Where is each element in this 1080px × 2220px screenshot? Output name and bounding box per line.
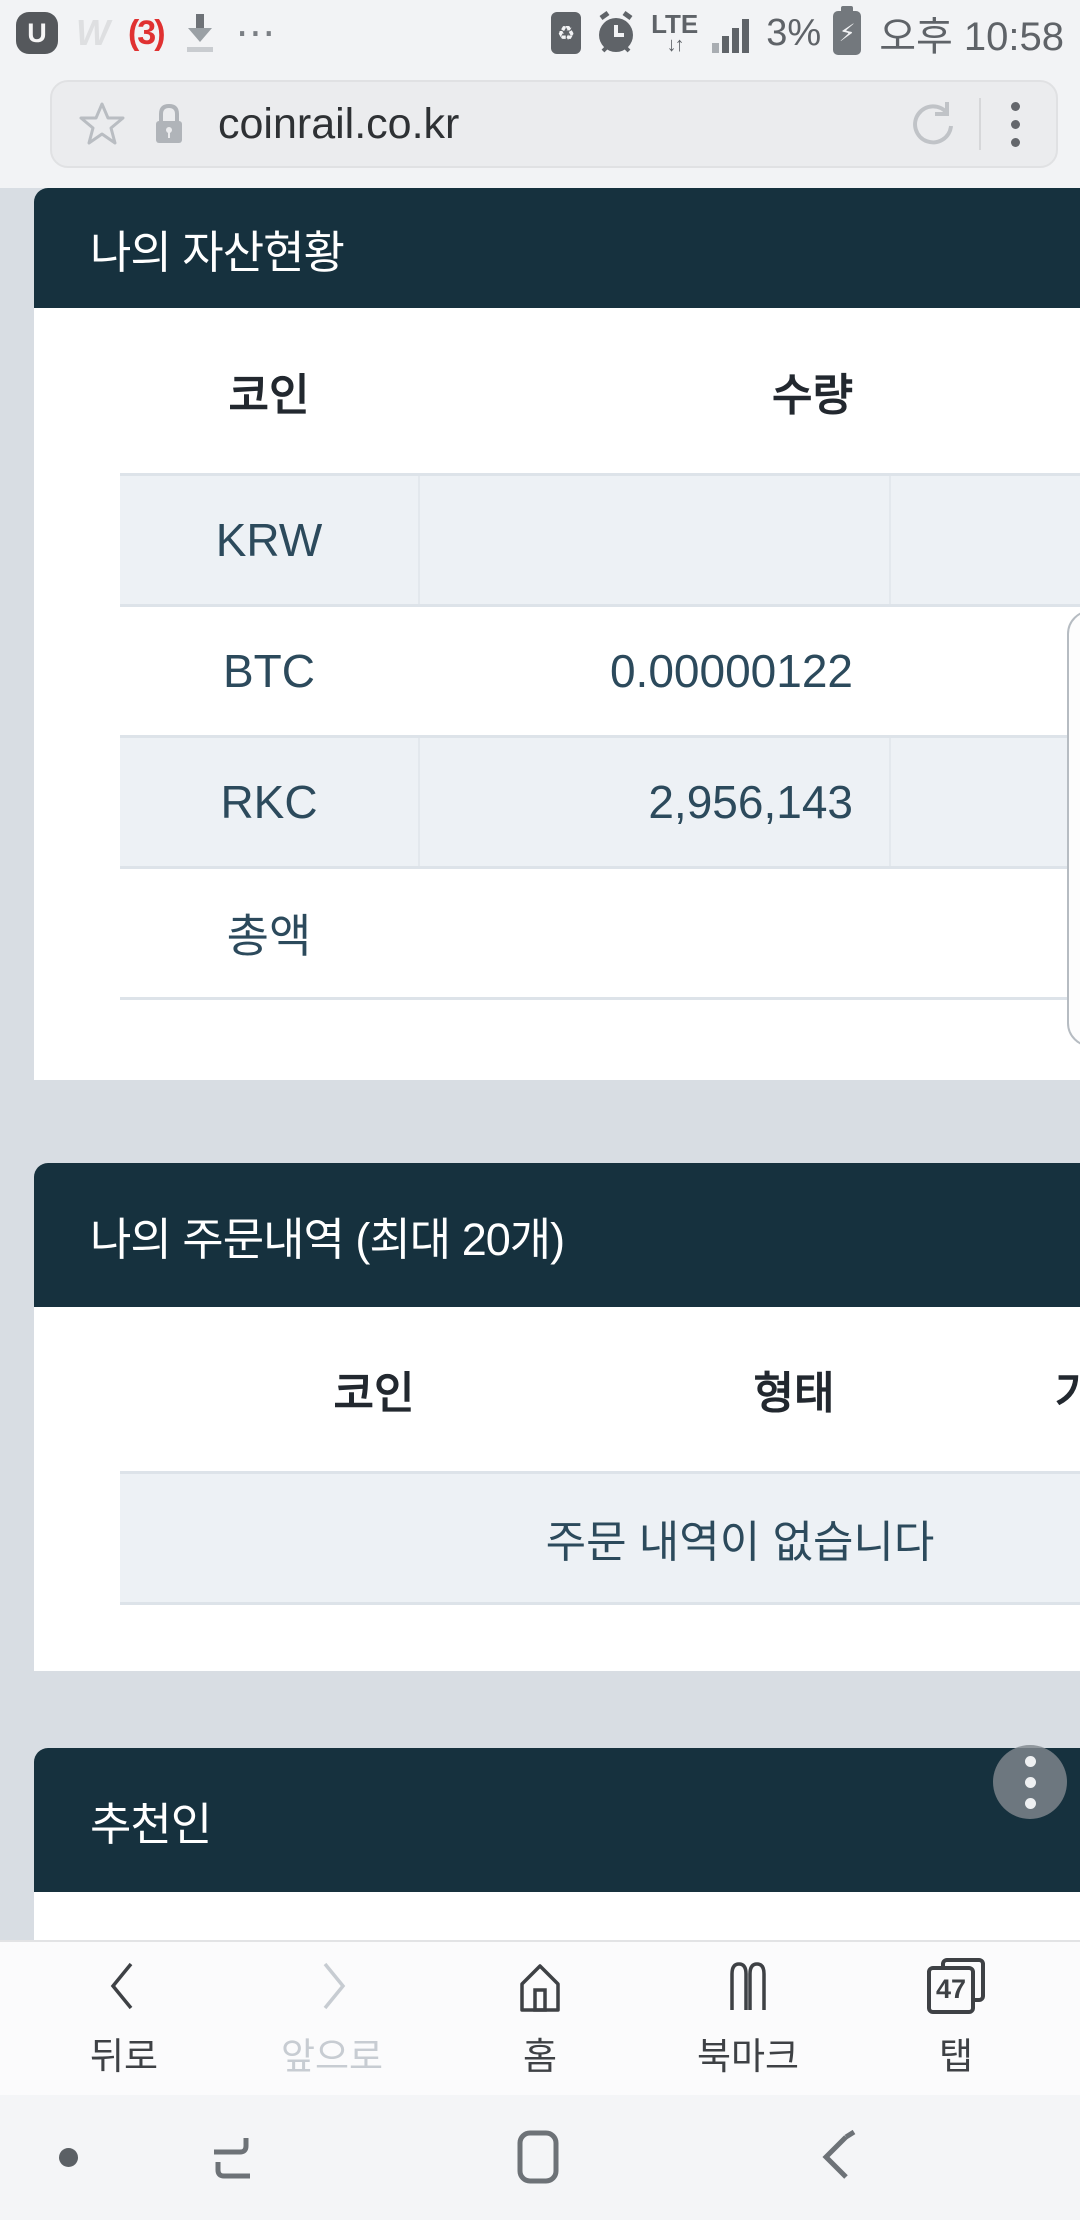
coin-name: 총액 (226, 910, 312, 962)
home-button[interactable]: 홈 (436, 1942, 644, 2095)
orders-empty-row: 주문 내역이 없습니다 (120, 1471, 1080, 1605)
bookmarks-icon (730, 1961, 766, 2010)
uplus-notification-icon: U (16, 12, 58, 54)
table-row: KRW (120, 473, 1080, 604)
orders-table-header: 코인 형태 가격 (34, 1307, 1080, 1471)
tabs-icon: 47 (927, 1957, 985, 2014)
clock-time: 오후 10:58 (879, 15, 1064, 59)
side-widget-panel[interactable] (1067, 610, 1080, 1047)
coin-name: BTC (223, 645, 315, 697)
col-amount: 수량 (772, 370, 853, 420)
assets-table: 코인 수량 KRW BTC 0.00000122 RKC 2,956,143 총… (34, 308, 1080, 1080)
secure-lock-icon[interactable] (148, 101, 190, 147)
back-nav-button[interactable] (806, 2125, 870, 2189)
col-price: 가격 (1055, 1369, 1080, 1418)
referrer-title: 추천인 (90, 1798, 212, 1850)
w-notification-icon: W (76, 12, 110, 53)
orders-table: 코인 형태 가격 주문 내역이 없습니다 (34, 1307, 1080, 1671)
battery-charging-icon: ⚡ (833, 6, 862, 55)
orders-card: 나의 주문내역 (최대 20개) 코인 형태 가격 주문 내역이 없습니다 (34, 1163, 1080, 1671)
battery-saver-icon: ♻ (551, 12, 582, 54)
orders-card-header: 나의 주문내역 (최대 20개) (34, 1163, 1080, 1307)
assets-card: 나의 자산현황 코인 수량 KRW BTC 0.00000122 RKC 2,9… (34, 188, 1080, 1080)
coin-amount: 2,956,143 (418, 738, 889, 866)
orders-empty-message: 주문 내역이 없습니다 (545, 1518, 935, 1567)
recent-apps-button[interactable] (200, 2125, 264, 2189)
download-icon (186, 14, 213, 52)
browser-menu-icon[interactable] (1001, 98, 1030, 151)
tabs-button[interactable]: 47 탭 (852, 1942, 1060, 2095)
home-nav-button[interactable] (506, 2125, 570, 2189)
tab-count: 47 (935, 1974, 967, 2004)
assets-title: 나의 자산현황 (90, 226, 345, 278)
signal-strength-icon (712, 19, 750, 53)
col-coin: 코인 (333, 1369, 415, 1418)
alarm-icon (599, 10, 634, 53)
refresh-icon[interactable] (907, 98, 959, 150)
more-notifications-icon: ⋯ (235, 11, 276, 55)
referrer-card-header: 추천인 (34, 1748, 1080, 1892)
edge-panel-handle[interactable] (59, 2148, 78, 2167)
coin-amount: 0.00000122 (609, 645, 853, 697)
web-page-content: 나의 자산현황 코인 수량 KRW BTC 0.00000122 RKC 2,9… (0, 188, 1080, 1940)
coin-name: KRW (215, 514, 323, 566)
table-row: RKC 2,956,143 (120, 735, 1080, 866)
back-chevron-icon (110, 1962, 133, 2009)
floating-menu-button[interactable] (993, 1745, 1067, 1819)
browser-address-bar: coinrail.co.kr (0, 66, 1080, 188)
network-type-indicator: LTE ↓↑ (651, 9, 699, 56)
notification-count-badge: (3) (127, 13, 166, 52)
bookmark-star-icon[interactable] (78, 100, 126, 148)
coin-name: RKC (220, 776, 318, 828)
col-type: 형태 (753, 1369, 835, 1418)
table-row: BTC 0.00000122 (120, 604, 1080, 735)
col-coin: 코인 (228, 370, 310, 420)
back-button[interactable]: 뒤로 (20, 1942, 228, 2095)
referrer-card: 추천인 (34, 1748, 1080, 1940)
coin-amount (418, 476, 889, 604)
url-text[interactable]: coinrail.co.kr (218, 99, 460, 148)
browser-toolbar: 뒤로 앞으로 홈 북마크 47 탭 (0, 1940, 1080, 2095)
battery-percent: 3% (766, 11, 822, 54)
android-navigation-bar (0, 2095, 1080, 2220)
table-row: 총액 (120, 866, 1080, 1000)
assets-table-header: 코인 수량 (34, 308, 1080, 473)
toolbar-divider (979, 98, 981, 150)
status-bar: U W (3) ⋯ ♻ LTE ↓↑ 3% (0, 0, 1080, 66)
home-icon (520, 1963, 560, 2012)
orders-title: 나의 주문내역 (최대 20개) (90, 1213, 565, 1265)
forward-button[interactable]: 앞으로 (228, 1942, 436, 2095)
assets-card-header: 나의 자산현황 (34, 188, 1080, 308)
forward-chevron-icon (323, 1962, 346, 2009)
url-pill[interactable]: coinrail.co.kr (50, 80, 1058, 168)
bookmarks-button[interactable]: 북마크 (644, 1942, 852, 2095)
